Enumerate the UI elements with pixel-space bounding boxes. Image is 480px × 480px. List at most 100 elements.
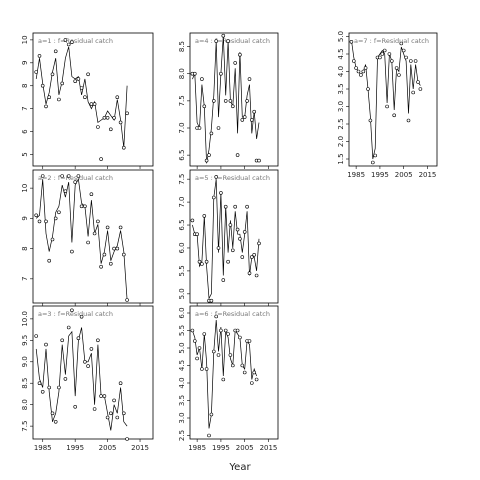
y-tick-label: 7	[21, 106, 29, 110]
data-point	[34, 213, 39, 218]
data-point	[96, 219, 100, 224]
data-point	[115, 246, 120, 251]
data-point	[53, 419, 58, 424]
panel-title: a=6 : f=Residual catch	[195, 310, 270, 318]
y-tick-label: 9	[21, 61, 29, 65]
data-point	[354, 66, 358, 70]
data-point	[216, 126, 221, 130]
data-point	[47, 385, 52, 390]
y-tick-label: 8.5	[178, 41, 186, 52]
data-point	[99, 264, 103, 269]
data-point	[242, 230, 247, 234]
data-point	[37, 54, 42, 58]
data-point	[254, 273, 259, 278]
fitted-line	[351, 39, 421, 160]
x-tick-label: 2005	[236, 444, 254, 452]
data-point	[231, 104, 235, 109]
data-point	[257, 158, 261, 163]
data-point	[34, 70, 39, 74]
data-point	[86, 364, 90, 368]
panel-4: a=4 : f=Residual catch 6.5 7.0 7.5 8.0 8.5	[178, 32, 279, 169]
data-point	[57, 210, 61, 215]
data-point	[368, 118, 373, 123]
data-point	[63, 38, 68, 42]
data-point	[190, 328, 195, 333]
y-tick-label: 2.0	[337, 136, 345, 147]
data-point	[44, 342, 48, 347]
panel-frame	[189, 32, 279, 167]
y-tick-label: 4.0	[178, 377, 186, 388]
data-point	[209, 412, 214, 417]
y-tick-label: 1.5	[337, 153, 345, 164]
panel-7: a=7 : f=Residual catch 1.5 2.0 2.5 3.0 3.5 4.0…	[337, 31, 438, 179]
data-point	[351, 59, 356, 63]
y-tick-label: 2.5	[337, 118, 345, 129]
data-point	[209, 298, 214, 303]
y-tick-label: 5.5	[178, 265, 186, 276]
data-point	[190, 218, 195, 223]
y-tick-label: 10.0	[21, 311, 29, 327]
data-point	[193, 71, 197, 76]
y-tick-label: 8.5	[21, 378, 29, 389]
panel-1: a=1 : f=Residual catch 5 6 7 8 9 10	[21, 32, 154, 169]
data-point	[233, 61, 237, 65]
data-point	[361, 69, 366, 74]
data-point	[105, 116, 110, 120]
y-tick-label: 7.5	[21, 421, 29, 432]
data-point	[112, 116, 116, 120]
data-point	[226, 259, 230, 264]
data-point	[221, 278, 226, 282]
data-point	[44, 104, 48, 109]
data-point	[231, 248, 235, 253]
data-point	[404, 55, 408, 60]
data-point	[418, 87, 423, 91]
panel-frame	[32, 32, 154, 167]
data-point	[200, 262, 204, 266]
data-point	[83, 95, 87, 99]
data-point	[50, 72, 55, 77]
data-point	[92, 407, 97, 411]
data-point	[212, 195, 216, 200]
data-point	[122, 411, 126, 416]
y-tick-label: 8	[21, 246, 29, 250]
data-point	[204, 367, 209, 371]
data-point	[399, 41, 404, 46]
y-tick-label: 10	[21, 35, 29, 44]
data-point	[86, 72, 90, 77]
data-point	[112, 246, 116, 251]
data-point	[60, 338, 65, 343]
data-point	[34, 334, 39, 338]
y-tick-label: 2.5	[178, 430, 186, 441]
y-tick-label: 8.0	[178, 68, 186, 79]
data-point	[102, 116, 107, 120]
data-point	[385, 104, 389, 109]
data-point	[235, 328, 240, 333]
data-point	[240, 255, 245, 259]
data-point	[380, 52, 385, 56]
y-tick-label: 8	[21, 84, 29, 88]
data-point	[233, 204, 237, 209]
y-tick-label: 3.5	[337, 83, 345, 94]
data-point	[193, 339, 197, 343]
data-point	[204, 158, 209, 163]
data-point	[122, 252, 126, 257]
data-point	[240, 363, 245, 368]
data-point	[413, 59, 418, 63]
data-point	[79, 86, 84, 90]
data-point	[254, 377, 259, 382]
data-point	[252, 109, 256, 114]
data-point	[238, 335, 242, 340]
y-tick-label: 4.5	[178, 360, 186, 371]
data-point	[245, 204, 249, 209]
data-point	[195, 356, 199, 361]
x-tick-label: 1985	[188, 444, 206, 452]
data-point	[238, 52, 242, 57]
panel-title: a=2 : f=Residual catch	[38, 174, 113, 182]
data-point	[214, 39, 218, 43]
y-tick-label: 6	[21, 129, 29, 134]
data-point	[394, 66, 399, 70]
panel-2: a=2 : f=Residual catch 7 8 9 10	[21, 169, 154, 306]
data-point	[60, 81, 65, 86]
y-tick-label: 5.0	[178, 288, 186, 299]
